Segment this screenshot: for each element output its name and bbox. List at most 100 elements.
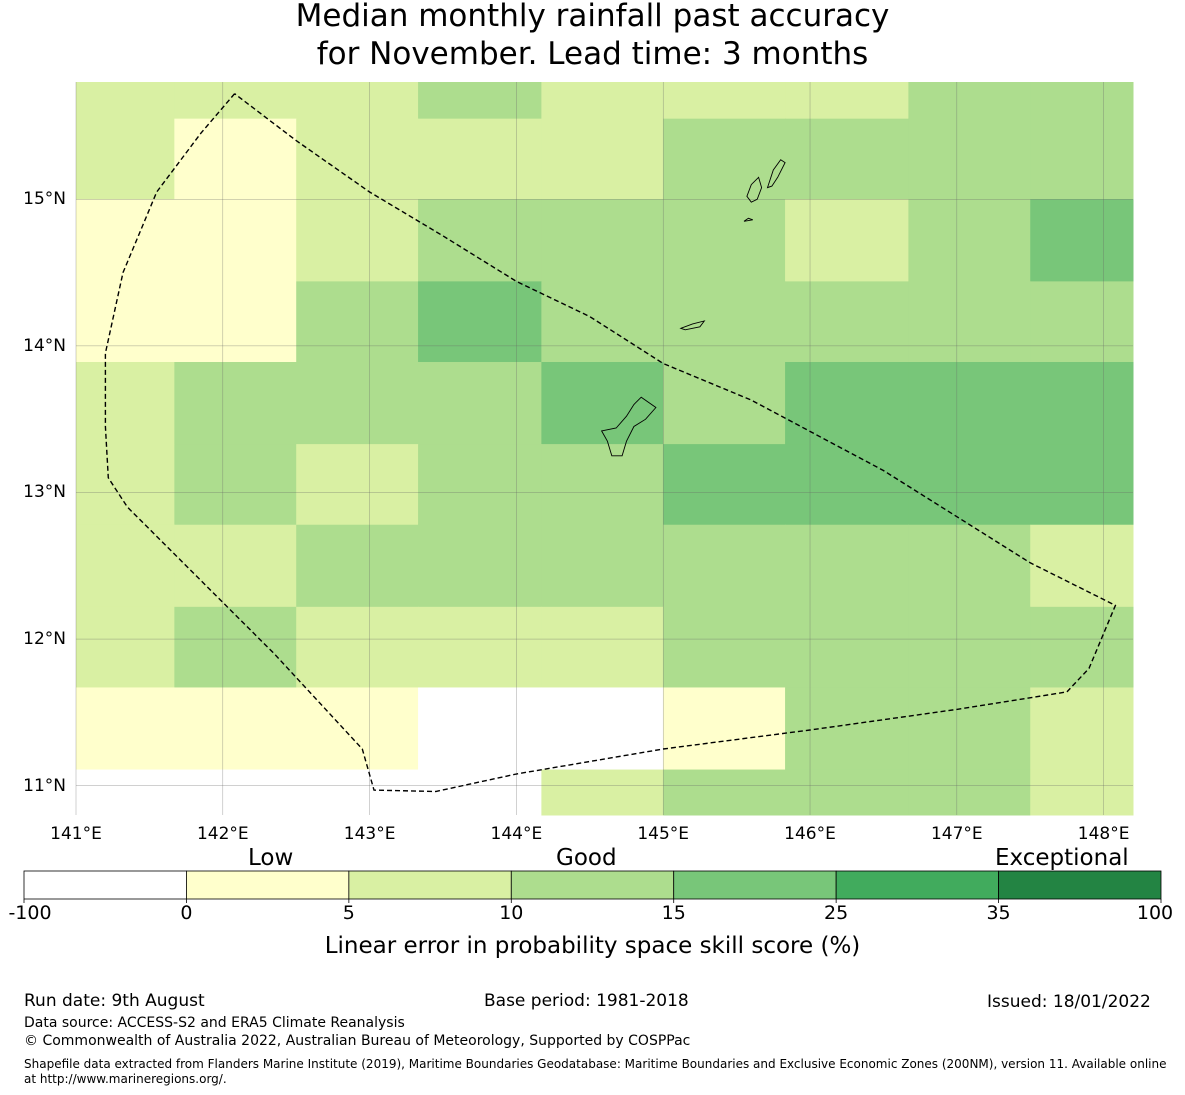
colorbar-segment [23,870,187,900]
longitude-label: 142°E [196,824,249,844]
grid-cell [76,769,175,816]
shapefile-credit: Shapefile data extracted from Flanders M… [24,1057,1167,1086]
grid-cell [908,444,1031,526]
grid-cell [908,118,1031,200]
grid-cell [174,362,297,445]
category-good-label: Good [556,845,617,871]
grid-cell [541,444,664,526]
grid-cell [908,281,1031,363]
grid-cell [418,524,542,608]
longitude-label: 143°E [343,824,396,844]
longitude-label: 145°E [637,824,690,844]
grid-cell [663,524,786,608]
colorbar-tick-label: 35 [986,902,1011,924]
grid-cell [541,524,664,608]
colorbar-segment [186,870,350,900]
longitude-label: 148°E [1077,824,1130,844]
grid-cell [785,524,909,608]
longitude-label: 146°E [784,824,836,844]
grid-cell [541,687,664,771]
grid-cell [1030,769,1134,816]
colorbar-label: Linear error in probability space skill … [324,933,861,959]
grid-cell [908,362,1031,445]
grid-cell [785,199,909,282]
grid-cell [1030,524,1134,608]
island-outline [746,176,763,203]
category-low-label: Low [248,845,294,871]
grid-cell [785,82,909,120]
colorbar-segment [998,870,1162,900]
grid-cell [541,118,664,200]
grid-cell [1030,82,1134,120]
grid-cell [663,118,786,200]
grid-cell [174,281,297,363]
grid-cell [296,362,419,445]
grid-cell [663,281,786,363]
grid-cell [418,444,542,526]
grid-cell [418,606,542,688]
grid-cell [296,769,419,816]
grid-cell [663,687,786,771]
latitude-label: 11°N [23,775,66,796]
grid-cell [296,281,419,363]
grid-cell [663,769,786,816]
run-date: Run date: 9th August [24,991,205,1011]
grid-cell [174,687,297,771]
issued-date: Issued: 18/01/2022 [987,992,1151,1012]
chart-title-line-2: for November. Lead time: 3 months [316,36,869,72]
grid-cell [174,82,297,120]
grid-cell [1030,199,1134,282]
grid-cell [785,769,909,816]
grid-cell [76,118,175,200]
colorbar-tick-label: 5 [342,902,355,924]
grid-cell [1030,444,1134,526]
data-source: Data source: ACCESS-S2 and ERA5 Climate … [24,1015,405,1031]
grid-cell [785,281,909,363]
grid-cell [541,281,664,363]
grid-cell [418,769,542,816]
grid-cell [418,362,542,445]
island-outline [766,159,786,189]
colorbar-segment [673,870,837,900]
colorbar-tick-label: 10 [499,902,524,924]
grid-cell [76,524,175,608]
latitude-label: 14°N [23,335,66,356]
map-gridlines [75,82,1133,815]
grid-cell [296,199,419,282]
latitude-label: 12°N [23,629,66,650]
skill-score-grid [76,82,1134,816]
island-outlines [600,159,786,457]
colorbar-segment [510,870,675,900]
grid-cell [418,199,542,282]
colorbar-tick-label: 0 [180,902,193,924]
grid-cell [1030,281,1134,363]
grid-cell [908,199,1031,282]
latitude-label: 13°N [23,482,66,503]
grid-cell [908,82,1031,120]
grid-cell [785,444,909,526]
grid-cell [296,687,419,771]
grid-cell [296,524,419,608]
grid-cell [76,362,175,445]
grid-cell [1030,118,1134,200]
colorbar-tick-label: 25 [824,902,849,924]
island-outline [743,217,753,222]
grid-cell [663,362,786,445]
grid-cell [663,444,786,526]
grid-cell [418,281,542,363]
grid-cell [1030,606,1134,688]
longitude-label: 144°E [490,824,543,844]
colorbar-segment [835,870,999,900]
grid-cell [76,687,175,771]
grid-cell [76,82,175,120]
grid-cell [76,444,175,526]
colorbar-tick-label: -100 [8,902,52,924]
latitude-label: 15°N [23,189,66,210]
grid-cell [296,606,419,688]
longitude-label: 147°E [930,824,983,844]
grid-cell [541,769,664,816]
grid-cell [296,118,419,200]
grid-cell [296,82,419,120]
grid-cell [541,82,664,120]
